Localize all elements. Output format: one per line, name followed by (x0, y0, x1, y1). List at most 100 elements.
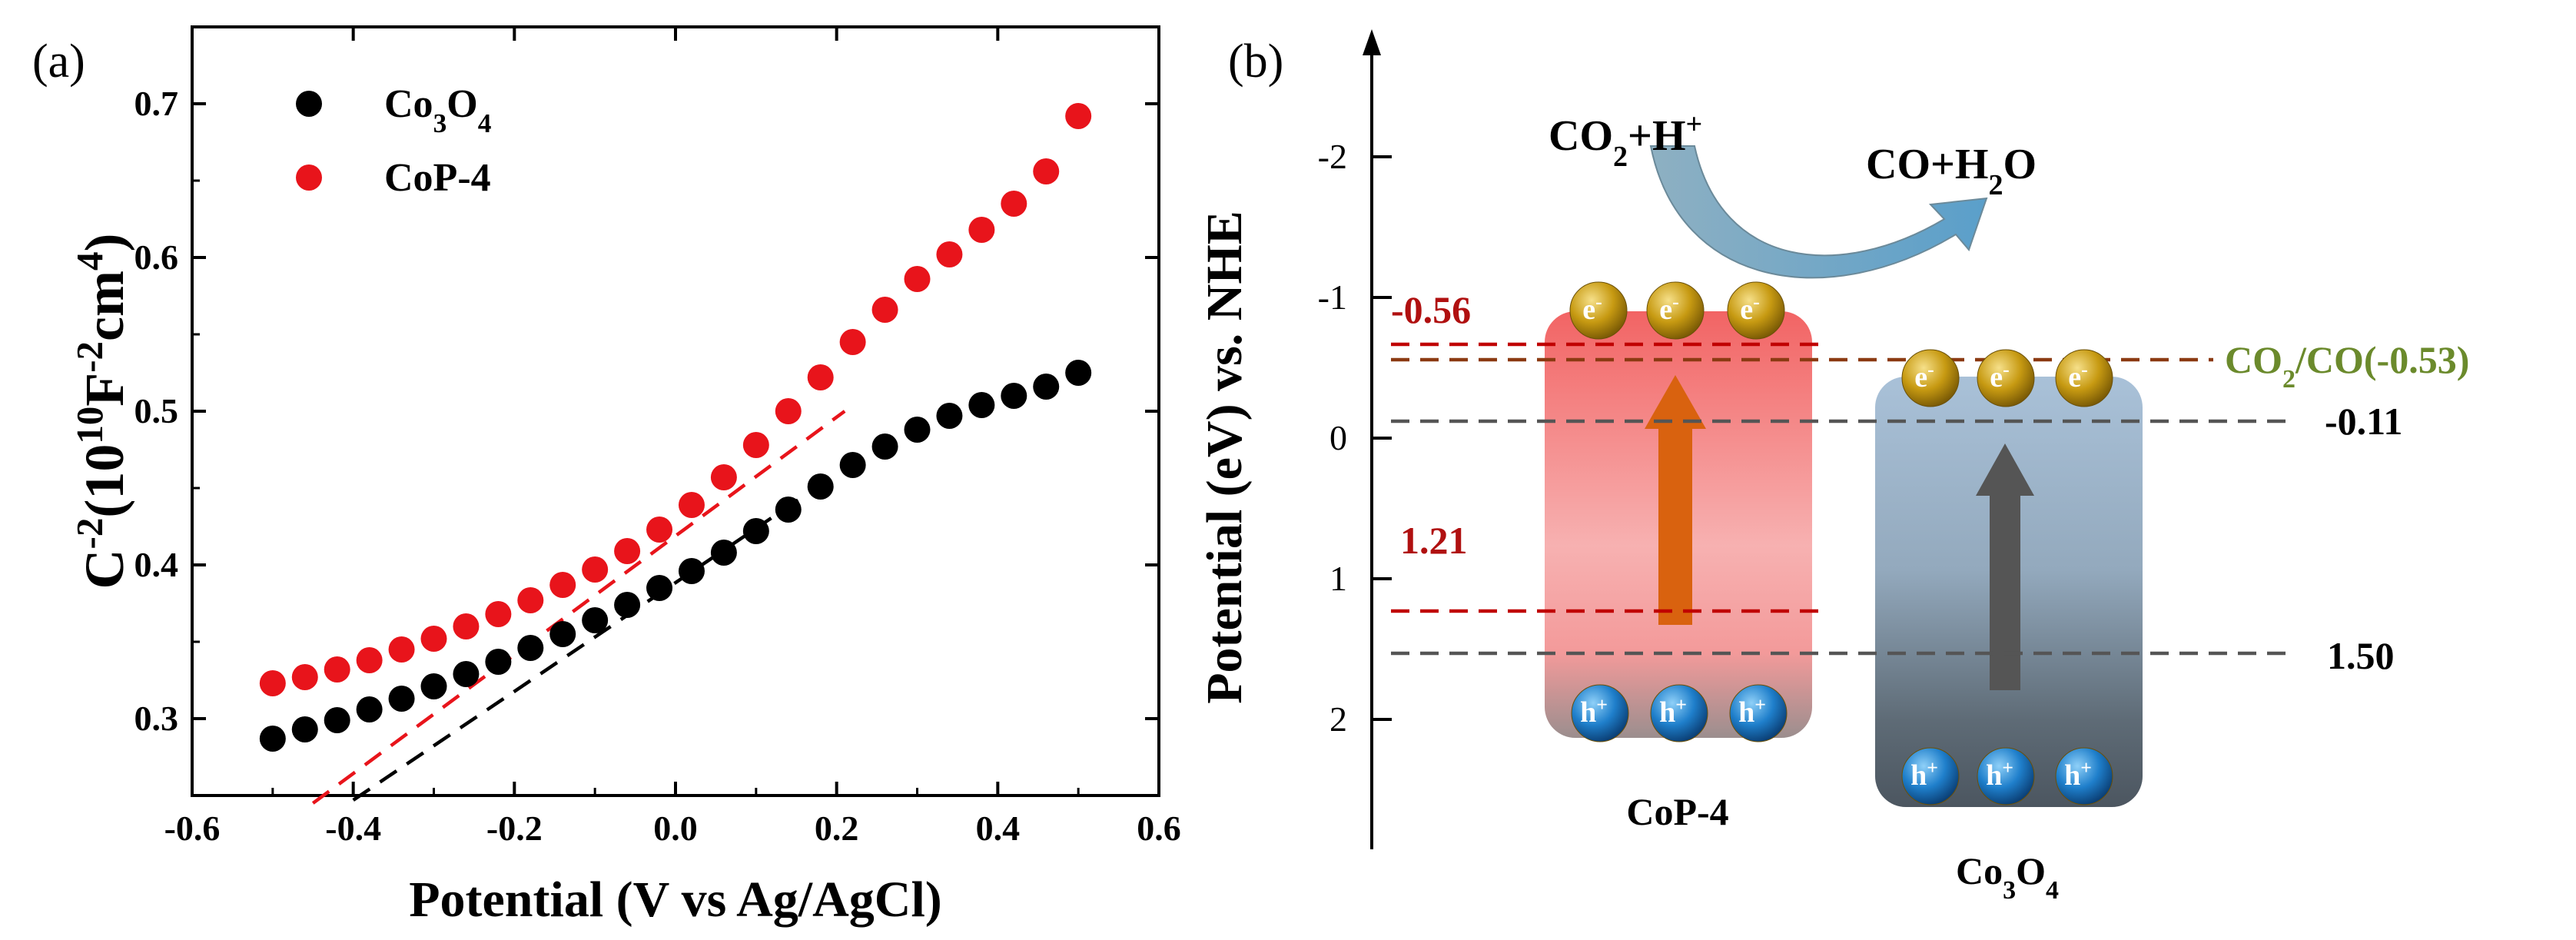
data-point (968, 392, 995, 418)
data-point (1001, 191, 1027, 217)
x-tick-label: -0.6 (164, 809, 221, 848)
electron (1977, 349, 2035, 407)
y-axis-title: Potential (eV) vs. NHE (1197, 211, 1253, 704)
data-point (291, 664, 318, 690)
data-point (646, 575, 673, 601)
data-point (453, 613, 480, 639)
legend-marker (296, 91, 322, 117)
cop4-vb-value: 1.21 (1400, 519, 1468, 562)
y-tick-label: 0.7 (134, 84, 179, 123)
electron (1901, 349, 1960, 407)
x-tick-label: 0.0 (653, 809, 698, 848)
data-point (742, 518, 769, 544)
cop4-arrow-head-icon (1645, 375, 1706, 429)
y-tick-label: 0.4 (134, 545, 179, 584)
y-tick-label: 0 (1329, 418, 1347, 457)
data-point (710, 540, 737, 566)
fit-line (311, 410, 846, 805)
reaction-arrow-icon (1649, 145, 1988, 279)
y-tick-label: 1 (1329, 559, 1347, 598)
data-point (936, 403, 963, 429)
data-point (485, 601, 512, 627)
data-point (388, 686, 415, 712)
data-point (549, 621, 576, 647)
redox-label: CO2/CO(-0.53) (2225, 338, 2469, 394)
data-point (291, 716, 318, 742)
fit-line (352, 494, 805, 802)
hole-label: h+ (1910, 756, 1938, 792)
data-point (582, 607, 609, 633)
hole-label: h+ (1738, 693, 1766, 729)
electron (1569, 281, 1628, 340)
electron-label: e- (1914, 358, 1934, 394)
legend-marker (296, 164, 322, 191)
co3o4-excitation-arrow (1990, 493, 2020, 690)
data-point (904, 417, 931, 443)
data-point (1033, 158, 1060, 184)
cop4-cb-value: -0.56 (1391, 288, 1471, 331)
product-label: CO+H2O (1866, 141, 2037, 201)
data-point (388, 636, 415, 663)
hole-label: h+ (1659, 693, 1687, 729)
x-axis-title: Potential (V vs Ag/AgCl) (409, 872, 942, 928)
electron-label: e- (1659, 291, 1678, 327)
data-point (1033, 374, 1060, 400)
data-point (420, 626, 447, 652)
y-tick-label: 0.5 (134, 391, 179, 430)
data-point (678, 492, 705, 518)
x-tick-label: 0.4 (976, 809, 1021, 848)
cop4-excitation-arrow (1658, 427, 1692, 625)
electron-label: e- (1740, 291, 1759, 327)
y-tick-label: -2 (1318, 137, 1347, 176)
data-point (904, 266, 931, 292)
x-tick-label: 0.2 (815, 809, 859, 848)
data-point (356, 647, 383, 673)
data-point (614, 592, 641, 618)
data-point (259, 670, 286, 696)
hole-label: h+ (1580, 693, 1608, 729)
data-point (871, 433, 898, 460)
electron (1646, 281, 1705, 340)
co3o4-arrow-head-icon (1976, 443, 2034, 496)
hole (2055, 747, 2113, 805)
y-axis-title: C-2(1010F-2cm4) (68, 234, 136, 590)
data-point (517, 587, 544, 613)
legend-label: CoP-4 (384, 156, 491, 200)
data-point (324, 656, 350, 683)
data-point (420, 673, 447, 699)
data-point (549, 572, 576, 598)
x-tick-label: 0.6 (1137, 809, 1181, 848)
data-point (936, 241, 963, 267)
data-point (485, 649, 512, 675)
y-tick-label: 0.6 (134, 237, 179, 277)
data-point (1001, 383, 1027, 409)
x-tick-label: -0.2 (486, 809, 543, 848)
data-point (839, 329, 866, 355)
electron-label: e- (2068, 358, 2087, 394)
hole-label: h+ (1986, 756, 2013, 792)
co3o4-cb-value: -0.11 (2325, 400, 2402, 443)
y-tick-label: 0.3 (134, 699, 179, 738)
electron (2055, 349, 2113, 407)
data-point (453, 661, 480, 687)
co3o4-vb-value: 1.50 (2327, 634, 2395, 677)
data-point (1065, 360, 1092, 386)
data-point (324, 707, 350, 733)
data-point (968, 217, 995, 243)
electron-label: e- (1582, 291, 1602, 327)
panel-label-a: (a) (32, 35, 85, 88)
data-point (775, 398, 802, 424)
cop4-label: CoP-4 (1626, 790, 1728, 833)
electron (1727, 281, 1785, 340)
co3o4-label: Co3O4 (1956, 849, 2059, 905)
data-point (582, 556, 609, 583)
legend-label: Co3O4 (384, 82, 492, 138)
data-point (356, 696, 383, 722)
hole (1571, 684, 1629, 742)
panel-label-b: (b) (1228, 35, 1283, 88)
data-point (678, 558, 705, 584)
hole (1729, 684, 1788, 742)
data-point (646, 517, 673, 543)
data-point (871, 297, 898, 323)
